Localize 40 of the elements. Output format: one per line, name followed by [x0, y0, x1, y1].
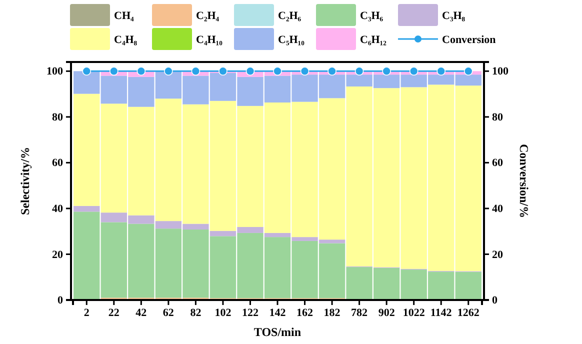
x-tick-label: 102 — [214, 306, 232, 319]
y-tick-label: 80 — [52, 111, 64, 124]
y-tick-label: 100 — [46, 66, 64, 78]
x-tick-label: 42 — [136, 306, 148, 319]
x-tick-label: 22 — [108, 306, 120, 319]
y2-axis-title: Conversion/% — [517, 144, 531, 218]
y-tick-label: 40 — [52, 202, 64, 215]
y2-tick-label: 20 — [492, 248, 504, 261]
y2-tick-label: 60 — [492, 157, 504, 170]
y2-tick-label: 100 — [492, 66, 509, 78]
y-axis-title: Selectivity/% — [18, 147, 32, 215]
x-tick-label: 82 — [190, 306, 202, 319]
y-tick-label: 0 — [58, 294, 64, 307]
x-tick-label: 2 — [84, 306, 90, 319]
legend-label: CH₄ — [114, 10, 134, 22]
x-tick-label: 1262 — [457, 306, 480, 319]
legend-label: C₃H₆ — [360, 10, 384, 22]
x-tick-label: 62 — [162, 306, 174, 319]
x-tick-label: 142 — [269, 306, 286, 319]
x-tick-label: 782 — [351, 306, 368, 319]
x-tick-label: 1022 — [402, 306, 426, 319]
x-tick-label: 182 — [324, 306, 341, 319]
x-tick-label: 162 — [296, 306, 314, 319]
legend-label: C₅H₁₀ — [278, 34, 306, 46]
legend-label: C₄H₁₀ — [196, 34, 224, 46]
y2-tick-label: 80 — [492, 111, 504, 124]
legend-label: Conversion — [442, 34, 496, 46]
x-tick-label: 1142 — [430, 306, 452, 319]
legend-label: C₃H₈ — [442, 10, 466, 22]
legend-label: C₂H₆ — [278, 10, 302, 22]
y2-tick-label: 0 — [492, 294, 498, 307]
x-axis-title: TOS/min — [254, 325, 302, 339]
y2-tick-label: 40 — [492, 202, 504, 215]
legend-label: C₂H₄ — [196, 10, 220, 22]
legend-label: C₆H₁₂ — [360, 34, 388, 46]
legend-label: C₄H₈ — [114, 34, 138, 46]
y-tick-label: 60 — [52, 157, 64, 170]
x-tick-label: 902 — [378, 306, 396, 319]
y-tick-label: 20 — [52, 248, 64, 261]
x-tick-label: 122 — [242, 306, 259, 319]
